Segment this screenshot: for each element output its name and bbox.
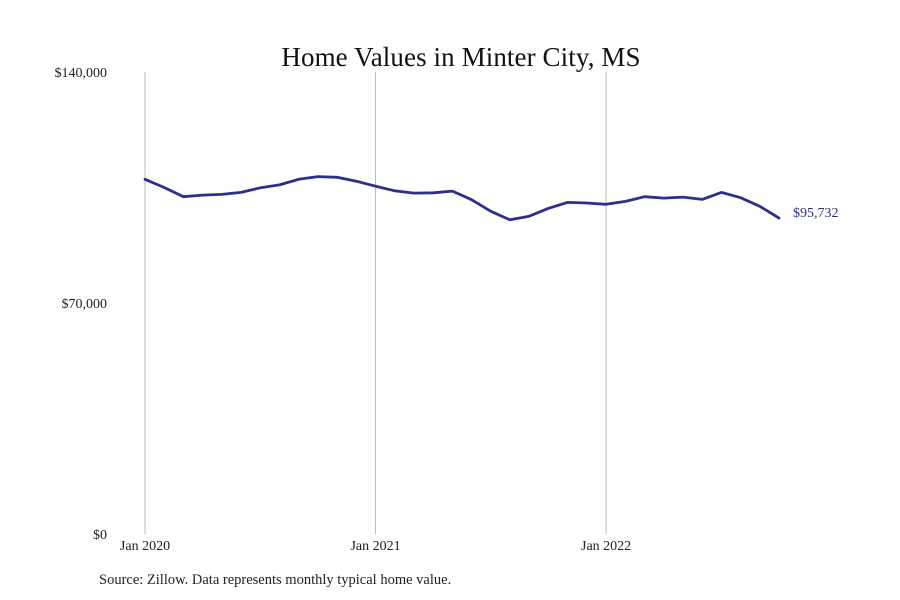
- y-tick-label: $70,000: [62, 297, 108, 312]
- chart-title: Home Values in Minter City, MS: [281, 42, 641, 73]
- x-tick-label: Jan 2021: [350, 539, 400, 554]
- grid-layer: [144, 72, 607, 534]
- series-line: [143, 175, 781, 222]
- series-layer: $95,732: [143, 175, 839, 222]
- y-tick-label: $0: [93, 528, 107, 543]
- x-axis: Jan 2020 Jan 2021 Jan 2022: [120, 539, 631, 554]
- end-value-label: $95,732: [793, 206, 839, 221]
- source-note: Source: Zillow. Data represents monthly …: [99, 572, 452, 588]
- y-tick-label: $140,000: [55, 66, 108, 81]
- y-axis: $0 $70,000 $140,000: [55, 66, 108, 543]
- x-tick-label: Jan 2020: [120, 539, 170, 554]
- x-tick-label: Jan 2022: [581, 539, 631, 554]
